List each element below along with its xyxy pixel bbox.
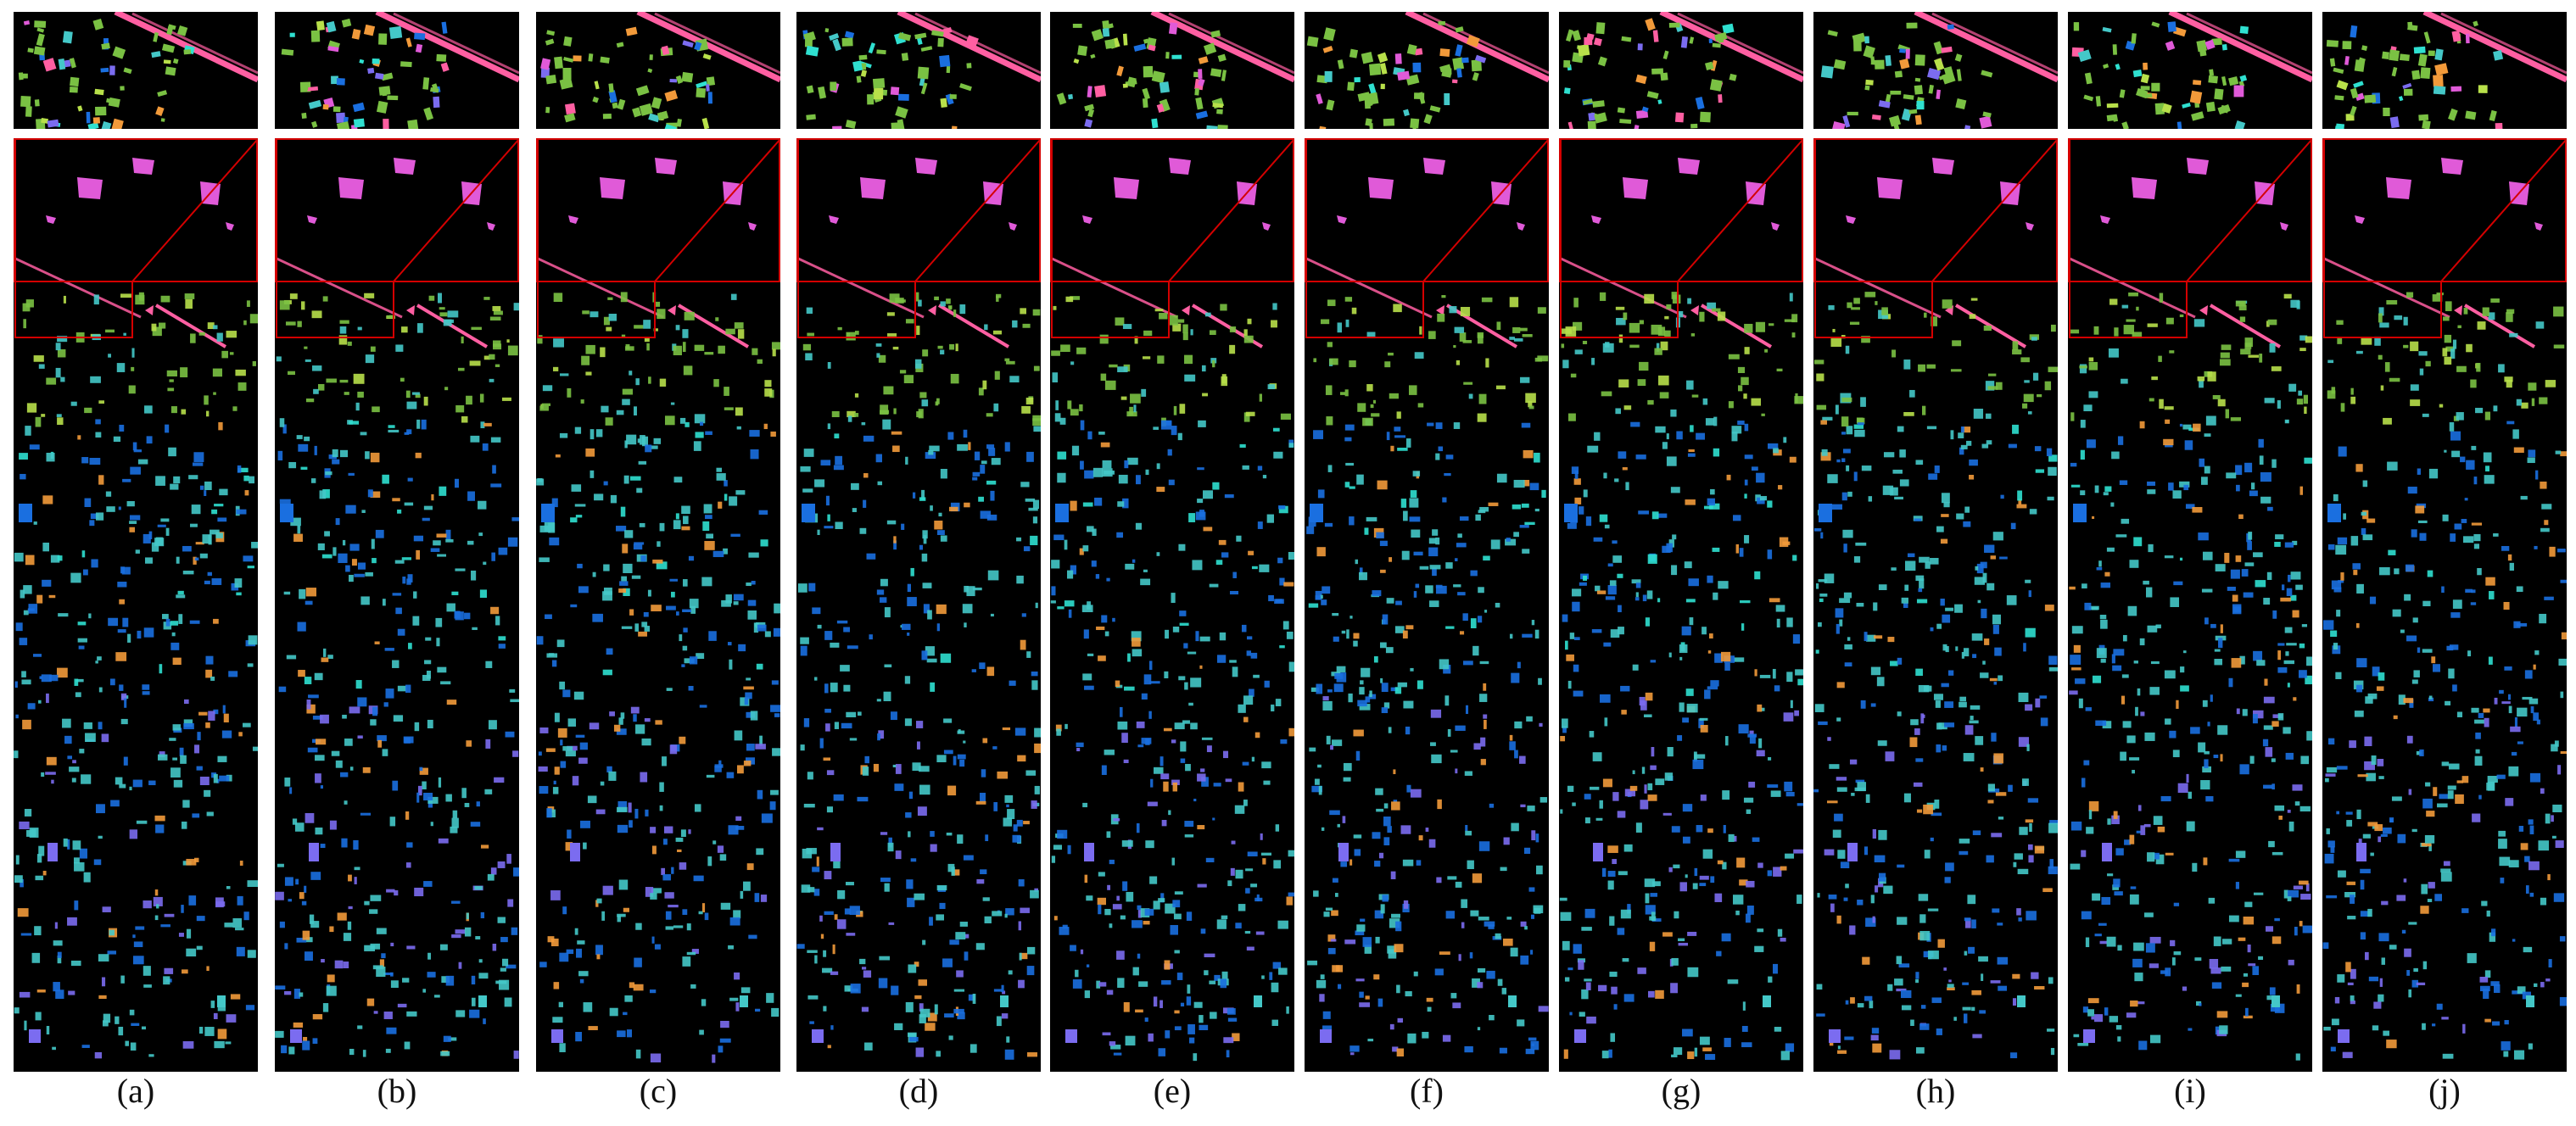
- classification-map-image: [1305, 12, 1549, 1072]
- map-segments: [14, 292, 258, 1059]
- classification-map-image: [2068, 12, 2312, 1072]
- panel-caption: (g): [1661, 1072, 1702, 1110]
- classification-map: [275, 12, 519, 1072]
- classification-map: [536, 12, 780, 1072]
- zoomed-inset: [2326, 12, 2567, 135]
- classification-map: [1305, 12, 1549, 1072]
- map-segments: [536, 292, 780, 1063]
- zoom-region-box: [796, 138, 1041, 338]
- zoomed-inset: [802, 12, 1041, 138]
- zoom-region-box: [1305, 138, 1549, 338]
- panel-caption: (i): [2174, 1072, 2206, 1110]
- panel-caption: (e): [1153, 1072, 1192, 1110]
- classification-map-panel: [275, 12, 519, 1072]
- classification-map: [1559, 12, 1803, 1072]
- map-segments: [796, 292, 1041, 1060]
- panel-caption: (b): [377, 1072, 417, 1110]
- map-segments: [1813, 292, 2058, 1060]
- divider-bar: [2068, 129, 2312, 139]
- divider-bar: [1305, 129, 1549, 139]
- map-segments: [1050, 296, 1294, 1062]
- zoomed-inset: [1820, 12, 2058, 137]
- divider-bar: [536, 129, 780, 139]
- classification-map-panel: [536, 12, 780, 1072]
- map-segments: [275, 293, 519, 1059]
- panel-caption: (h): [1915, 1072, 1956, 1110]
- divider-bar: [1559, 129, 1803, 139]
- zoom-region-box: [275, 138, 519, 338]
- zoomed-inset: [281, 12, 519, 135]
- divider-bar: [1813, 129, 2058, 139]
- map-segments: [1559, 292, 1803, 1061]
- classification-map-panel: [2068, 12, 2312, 1072]
- classification-map-panel: [796, 12, 1041, 1072]
- panel-caption: (a): [116, 1072, 155, 1110]
- classification-map-image: [2322, 12, 2567, 1072]
- classification-map-image: [1559, 12, 1803, 1072]
- divider-bar: [275, 129, 519, 139]
- panel-caption: (f): [1410, 1072, 1444, 1110]
- classification-map: [1813, 12, 2058, 1072]
- classification-map-panel: [1305, 12, 1549, 1072]
- classification-map-panel: [14, 12, 258, 1072]
- classification-map-image: [1813, 12, 2058, 1072]
- classification-map-panel: [1050, 12, 1294, 1072]
- classification-map: [14, 12, 258, 1072]
- panel-caption: (j): [2428, 1072, 2461, 1110]
- map-segments: [2322, 292, 2567, 1060]
- classification-map-image: [275, 12, 519, 1072]
- zoom-region-box: [1050, 138, 1294, 338]
- zoomed-inset: [540, 12, 780, 135]
- divider-bar: [1050, 129, 1294, 139]
- classification-map-image: [14, 12, 258, 1072]
- classification-map-image: [796, 12, 1041, 1072]
- zoom-region-box: [2068, 138, 2312, 338]
- divider-bar: [796, 129, 1041, 139]
- zoom-region-box: [1813, 138, 2058, 338]
- map-segments: [2069, 292, 2312, 1061]
- classification-map: [796, 12, 1041, 1072]
- classification-map: [2068, 12, 2312, 1072]
- panel-caption: (c): [639, 1072, 678, 1110]
- classification-map-panel: [2322, 12, 2567, 1072]
- classification-map: [2322, 12, 2567, 1072]
- zoom-region-box: [1559, 138, 1803, 338]
- zoom-region-box: [14, 138, 258, 338]
- classification-map-image: [536, 12, 780, 1072]
- classification-map-panel: [1813, 12, 2058, 1072]
- zoom-region-box: [536, 138, 780, 338]
- zoomed-inset: [1563, 12, 1803, 133]
- zoomed-inset: [2071, 12, 2312, 131]
- panel-caption: (d): [898, 1072, 939, 1110]
- divider-bar: [2322, 129, 2567, 139]
- classification-map-panel: [1559, 12, 1803, 1072]
- divider-bar: [14, 129, 258, 139]
- classification-map-image: [1050, 12, 1294, 1072]
- classification-map: [1050, 12, 1294, 1072]
- zoom-region-box: [2322, 138, 2567, 338]
- map-segments: [1306, 295, 1549, 1057]
